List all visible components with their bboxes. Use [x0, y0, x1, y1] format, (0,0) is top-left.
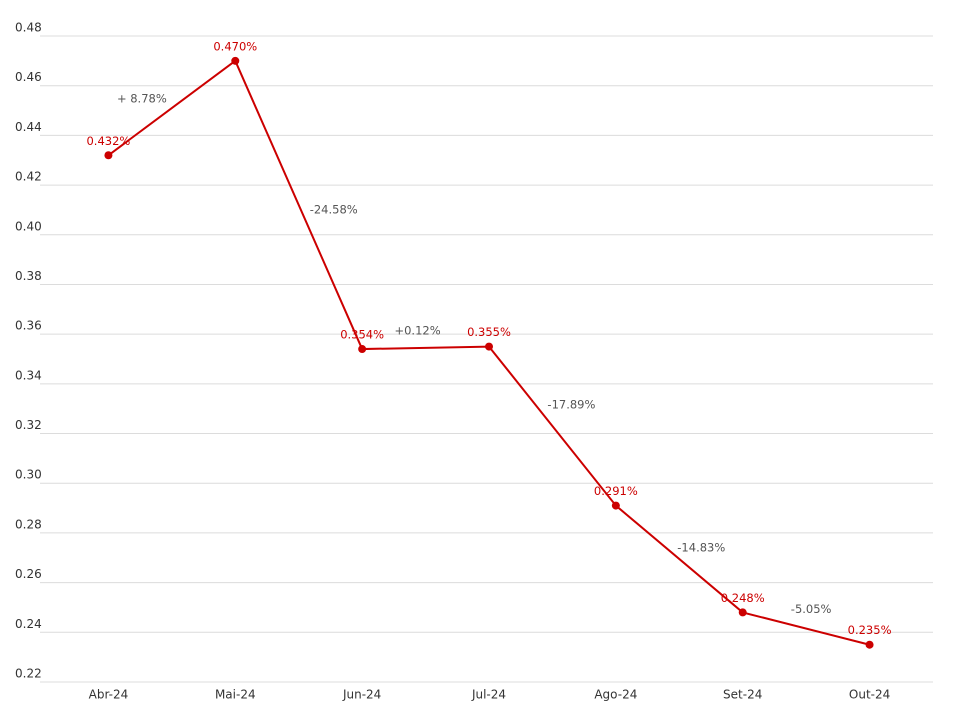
x-tick-label: Jun-24: [342, 688, 381, 702]
x-tick-label: Jul-24: [471, 688, 506, 702]
value-label: 0.470%: [213, 39, 257, 53]
y-tick-label: 0.46: [15, 70, 42, 84]
x-tick-label: Abr-24: [89, 688, 129, 702]
value-label: 0.248%: [721, 591, 765, 605]
point: [104, 151, 113, 160]
change-annotation: -5.05%: [791, 602, 832, 616]
y-tick-label: 0.40: [15, 219, 42, 233]
y-tick-label: 0.32: [15, 418, 42, 432]
y-tick-label: 0.42: [15, 170, 42, 184]
y-tick-label: 0.24: [15, 617, 42, 631]
change-annotation: -14.83%: [677, 541, 725, 555]
value-label: 0.354%: [340, 328, 384, 342]
y-tick-label: 0.22: [15, 667, 42, 681]
point: [231, 56, 240, 65]
x-tick-label: Mai-24: [215, 688, 256, 702]
y-tick-label: 0.26: [15, 567, 42, 581]
value-label: 0.355%: [467, 325, 511, 339]
x-tick-label: Set-24: [723, 688, 762, 702]
y-tick-label: 0.48: [15, 21, 42, 35]
y-tick-label: 0.38: [15, 269, 42, 283]
point: [865, 640, 874, 649]
change-annotation: + 8.78%: [117, 92, 167, 106]
point: [738, 608, 747, 617]
y-tick-label: 0.34: [15, 368, 42, 382]
change-annotation: -17.89%: [547, 398, 595, 412]
y-tick-label: 0.36: [15, 319, 42, 333]
x-tick-label: Ago-24: [594, 688, 637, 702]
value-label: 0.235%: [848, 623, 892, 637]
y-tick-label: 0.44: [15, 120, 42, 134]
x-tick-label: Out-24: [849, 688, 890, 702]
y-tick-label: 0.30: [15, 468, 42, 482]
point: [485, 342, 493, 351]
line: [107, 59, 870, 646]
value-label: 0.291%: [594, 484, 638, 498]
point: [611, 501, 620, 510]
change-annotation: -24.58%: [310, 202, 358, 216]
y-tick-label: 0.28: [15, 517, 42, 531]
value-label: 0.432%: [86, 134, 130, 148]
point: [358, 345, 367, 354]
change-annotation: +0.12%: [394, 323, 440, 337]
